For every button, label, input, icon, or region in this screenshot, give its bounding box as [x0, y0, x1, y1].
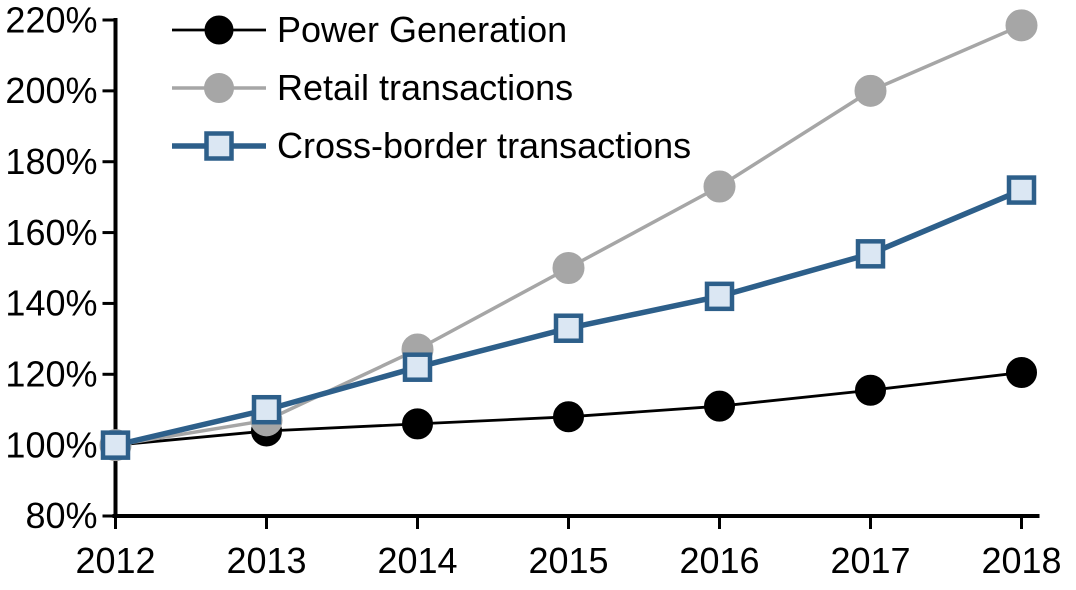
x-tick-label-2016: 2016	[679, 540, 759, 581]
marker-power-generation-2016	[704, 390, 735, 422]
marker-cross-border-transactions-2015	[553, 313, 584, 343]
marker-cross-border-transactions-2017	[855, 239, 886, 269]
marker-retail-transactions-2016	[703, 170, 736, 203]
marker-cross-border-transactions-2012	[100, 430, 131, 460]
marker-power-generation-2015	[553, 401, 584, 433]
legend-item-retail-transactions: Retail transactions	[172, 67, 573, 108]
legend-label-power-generation: Power Generation	[277, 9, 567, 50]
marker-power-generation-2017	[855, 374, 886, 406]
y-tick-label-220: 220%	[5, 0, 97, 40]
y-tick-label-80: 80%	[25, 495, 97, 536]
y-tick-label-180: 180%	[5, 141, 97, 182]
y-tick-label-100: 100%	[5, 424, 97, 465]
legend-marker-power-generation	[204, 15, 234, 45]
legend-label-retail-transactions: Retail transactions	[277, 67, 573, 108]
y-tick-label-200: 200%	[5, 70, 97, 111]
y-tick-label-120: 120%	[5, 354, 97, 395]
y-tick-label-160: 160%	[5, 212, 97, 253]
marker-cross-border-transactions-2013	[251, 394, 282, 425]
x-tick-label-2013: 2013	[226, 540, 306, 581]
marker-power-generation-2014	[402, 408, 433, 440]
legend-item-power-generation: Power Generation	[172, 9, 567, 50]
x-tick-label-2015: 2015	[528, 540, 608, 581]
legend-marker-retail-transactions	[204, 73, 234, 103]
marker-cross-border-transactions-2014	[402, 352, 433, 382]
marker-cross-border-transactions-2018	[1006, 175, 1037, 205]
marker-power-generation-2018	[1006, 357, 1037, 389]
legend-item-cross-border-transactions: Cross-border transactions	[172, 125, 691, 166]
y-tick-label-140: 140%	[5, 283, 97, 324]
marker-cross-border-transactions-2016	[704, 281, 735, 312]
x-tick-label-2014: 2014	[377, 540, 457, 581]
legend-label-cross-border-transactions: Cross-border transactions	[277, 125, 691, 166]
marker-retail-transactions-2015	[552, 252, 585, 284]
x-tick-label-2018: 2018	[981, 540, 1061, 581]
marker-retail-transactions-2017	[854, 74, 887, 107]
x-tick-label-2012: 2012	[75, 540, 155, 581]
marker-retail-transactions-2018	[1005, 9, 1038, 42]
legend-marker-cross-border-transactions	[204, 131, 234, 161]
x-tick-label-2017: 2017	[830, 540, 910, 581]
